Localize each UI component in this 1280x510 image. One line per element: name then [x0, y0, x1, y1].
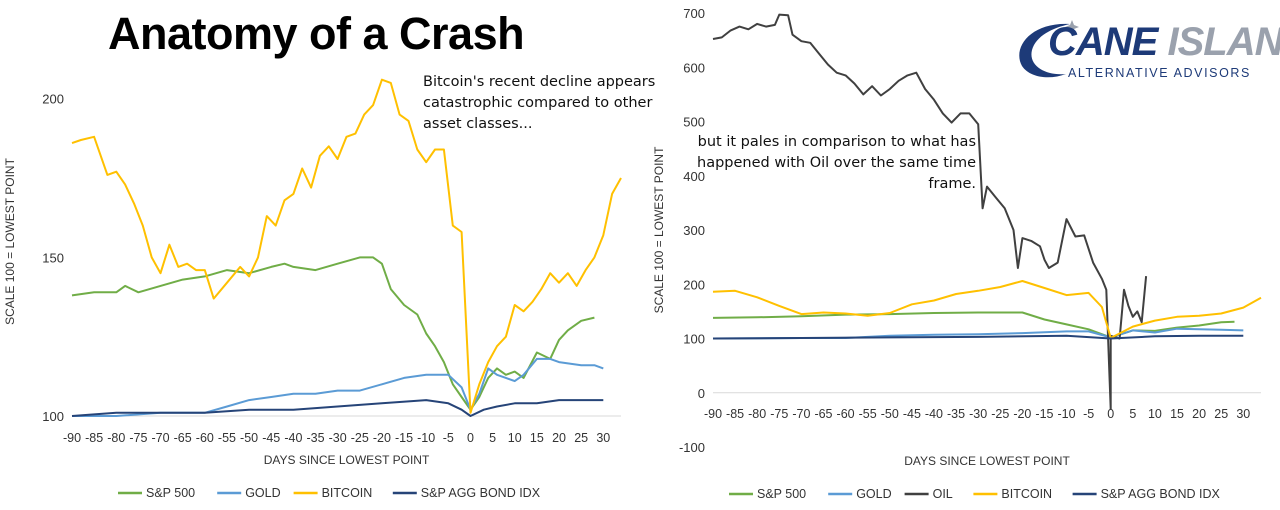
y-axis-title: SCALE 100 = LOWEST POINT	[3, 157, 17, 325]
x-tick-label: -60	[837, 407, 855, 421]
x-tick-label: 15	[1170, 407, 1184, 421]
x-tick-label: -70	[152, 431, 170, 445]
x-tick-label: -15	[395, 431, 413, 445]
x-tick-label: -50	[881, 407, 899, 421]
legend-label-gold: GOLD	[856, 487, 891, 501]
x-tick-label: 20	[1192, 407, 1206, 421]
legend-label-bond: S&P AGG BOND IDX	[1101, 487, 1221, 501]
y-tick-label: 150	[42, 250, 64, 265]
series-line-sp500	[712, 311, 1235, 339]
x-tick-label: -10	[417, 431, 435, 445]
series-line-gold	[72, 357, 604, 417]
x-tick-label: -90	[63, 431, 81, 445]
x-tick-label: -90	[704, 407, 722, 421]
x-tick-label: -25	[991, 407, 1009, 421]
y-tick-label: 300	[683, 223, 705, 238]
x-tick-label: 5	[489, 431, 496, 445]
series-line-sp500	[71, 256, 595, 411]
series-line-oil	[712, 13, 1148, 410]
legend-label-bond: S&P AGG BOND IDX	[421, 486, 541, 500]
y-axis-title: SCALE 100 = LOWEST POINT	[652, 146, 666, 314]
y-tick-label: 200	[683, 277, 705, 292]
logo-wordmark: CANE ISLAND	[1048, 20, 1280, 65]
x-tick-label: -35	[947, 407, 965, 421]
logo-word-cane: CANE	[1048, 20, 1158, 64]
y-tick-label: 600	[683, 60, 705, 75]
y-tick-label: 0	[698, 386, 705, 401]
x-tick-label: 25	[574, 431, 588, 445]
x-tick-label: -5	[443, 431, 454, 445]
legend-label-bitcoin: BITCOIN	[1001, 487, 1052, 501]
x-tick-label: -40	[925, 407, 943, 421]
y-tick-label: 700	[683, 6, 705, 21]
x-tick-label: -55	[859, 407, 877, 421]
x-tick-label: -65	[174, 431, 192, 445]
annotation-left: Bitcoin's recent decline appears catastr…	[423, 74, 656, 132]
x-tick-label: 10	[1148, 407, 1162, 421]
x-tick-label: -70	[792, 407, 810, 421]
x-tick-label: -60	[196, 431, 214, 445]
x-tick-label: -15	[1035, 407, 1053, 421]
logo-word-island: ISLAND	[1167, 20, 1280, 64]
x-tick-label: 20	[552, 431, 566, 445]
x-tick-label: -20	[1013, 407, 1031, 421]
x-tick-label: -5	[1083, 407, 1094, 421]
legend-label-bitcoin: BITCOIN	[322, 486, 373, 500]
annotation-right: but it pales in comparison to what has h…	[697, 134, 976, 192]
x-tick-label: -80	[748, 407, 766, 421]
x-axis-title: DAYS SINCE LOWEST POINT	[264, 453, 430, 467]
x-tick-label: -10	[1058, 407, 1076, 421]
logo-subtitle: ALTERNATIVE ADVISORS	[1068, 66, 1251, 80]
x-tick-label: -80	[107, 431, 125, 445]
x-tick-label: 5	[1129, 407, 1136, 421]
x-axis-title: DAYS SINCE LOWEST POINT	[904, 454, 1070, 468]
y-tick-label: 400	[683, 169, 705, 184]
x-tick-label: -30	[329, 431, 347, 445]
x-tick-label: -85	[85, 431, 103, 445]
x-tick-label: -85	[726, 407, 744, 421]
y-tick-label: 100	[42, 409, 64, 424]
legend-label-gold: GOLD	[245, 486, 280, 500]
x-tick-label: 25	[1214, 407, 1228, 421]
legend-label-oil: OIL	[933, 487, 953, 501]
legend-label-sp500: S&P 500	[757, 487, 806, 501]
x-tick-label: 10	[508, 431, 522, 445]
x-tick-label: 30	[596, 431, 610, 445]
y-tick-label: -100	[679, 440, 705, 455]
x-tick-label: -45	[262, 431, 280, 445]
y-tick-label: 500	[683, 115, 705, 130]
x-tick-label: -45	[903, 407, 921, 421]
y-tick-label: 200	[42, 92, 64, 107]
x-tick-label: -75	[770, 407, 788, 421]
x-tick-label: -40	[284, 431, 302, 445]
series-line-bitcoin	[71, 78, 622, 414]
page-title: Anatomy of a Crash	[108, 8, 525, 59]
company-logo: CANE ISLAND ALTERNATIVE ADVISORS	[1010, 18, 1280, 88]
series-line-bond	[712, 334, 1244, 340]
x-tick-label: -65	[814, 407, 832, 421]
x-tick-label: -50	[240, 431, 258, 445]
logo-swoosh-icon	[1019, 20, 1079, 78]
x-tick-label: -25	[351, 431, 369, 445]
x-tick-label: -35	[306, 431, 324, 445]
series-line-bond	[71, 399, 604, 417]
x-tick-label: -55	[218, 431, 236, 445]
series-line-bitcoin	[712, 280, 1262, 339]
x-tick-label: 0	[467, 431, 474, 445]
x-tick-label: 0	[1107, 407, 1114, 421]
x-tick-label: -75	[129, 431, 147, 445]
y-tick-label: 100	[683, 332, 705, 347]
x-tick-label: -30	[969, 407, 987, 421]
x-tick-label: 15	[530, 431, 544, 445]
x-tick-label: -20	[373, 431, 391, 445]
legend-label-sp500: S&P 500	[146, 486, 195, 500]
x-tick-label: 30	[1236, 407, 1250, 421]
